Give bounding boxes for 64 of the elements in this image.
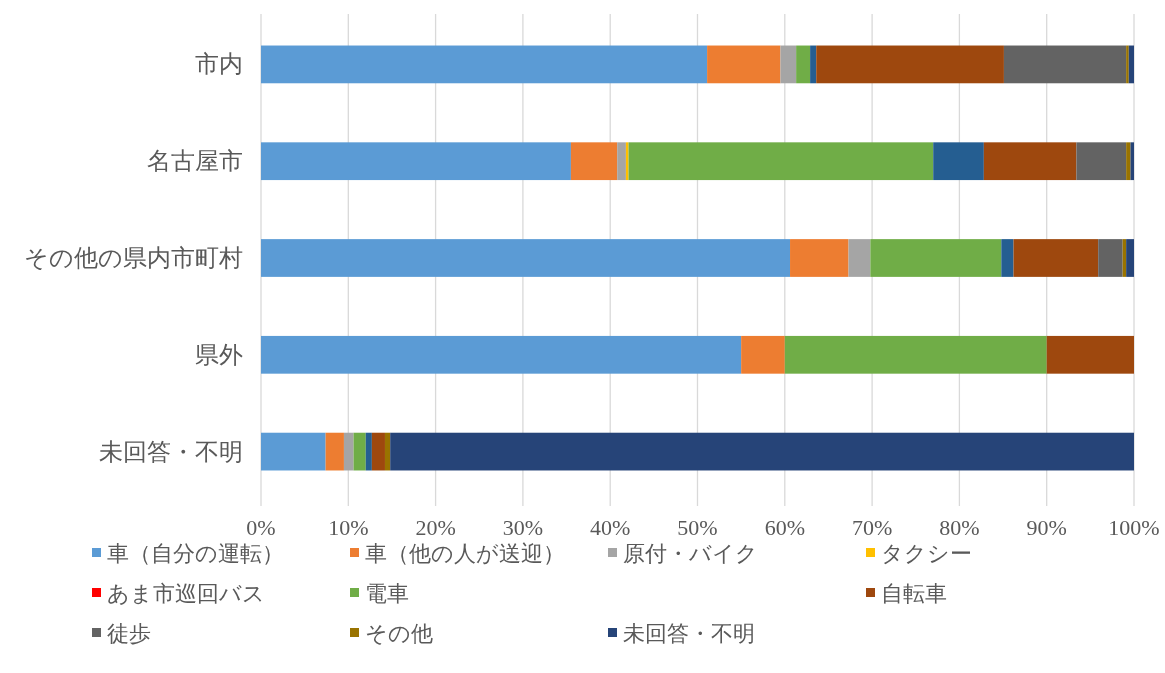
x-tick-label: 80%: [939, 515, 980, 540]
x-tick-label: 60%: [764, 515, 805, 540]
bar: [384, 432, 391, 471]
legend-label: タクシー: [881, 540, 972, 566]
y-tick-label: 市内: [195, 50, 243, 79]
bar: [796, 45, 811, 84]
x-tick-label: 70%: [851, 515, 893, 540]
bar: [790, 239, 849, 277]
bar: [1126, 45, 1129, 84]
bar: [1001, 239, 1014, 277]
bar: [707, 45, 781, 84]
bar: [870, 239, 1002, 277]
bar: [261, 45, 708, 84]
bar: [625, 142, 629, 181]
x-tick-label: 50%: [677, 515, 718, 540]
bar: [628, 142, 934, 181]
bar: [353, 432, 366, 471]
bar: [261, 142, 571, 181]
bar: [261, 239, 791, 277]
bar: [983, 142, 1077, 181]
bar: [816, 45, 1004, 84]
bar: [933, 142, 984, 181]
legend-label: 自転車: [881, 580, 947, 606]
bar: [617, 142, 626, 181]
bar: [1076, 142, 1127, 181]
legend-label: 徒歩: [107, 620, 151, 646]
bar: [261, 432, 326, 471]
bar: [741, 335, 785, 374]
y-tick-label: 名古屋市: [147, 147, 243, 176]
bar: [1128, 45, 1134, 84]
bar: [780, 45, 797, 84]
bar: [810, 45, 817, 84]
bar: [1126, 239, 1134, 277]
legend-label: あま市巡回バス: [107, 580, 265, 606]
x-tick-label: 20%: [415, 515, 456, 540]
legend-label: 車（自分の運転）: [107, 540, 284, 566]
bar: [325, 432, 344, 471]
legend-label: 車（他の人が送迎）: [365, 540, 565, 566]
bar: [570, 142, 618, 181]
bar: [1003, 45, 1127, 84]
x-tick-label: 100%: [1108, 515, 1160, 540]
x-tick-label: 90%: [1026, 515, 1067, 540]
legend-label: その他: [365, 620, 433, 646]
y-tick-label: その他の県内市町村: [24, 244, 243, 272]
x-tick-label: 30%: [502, 515, 544, 540]
y-tick-label: 県外: [195, 340, 243, 369]
x-tick-label: 40%: [590, 515, 631, 540]
bar: [371, 432, 385, 471]
legend-label: 原付・バイク: [623, 540, 758, 566]
bar: [784, 335, 1047, 374]
bar: [343, 432, 354, 471]
bar: [1098, 239, 1123, 277]
bar: [261, 335, 742, 374]
x-tick-label: 0%: [246, 515, 276, 540]
bar: [390, 432, 1134, 471]
bar: [1046, 335, 1134, 374]
bar: [848, 239, 871, 277]
x-tick-label: 10%: [328, 515, 369, 540]
bar: [1126, 142, 1131, 181]
bar: [365, 432, 372, 471]
legend-label: 電車: [365, 580, 409, 606]
y-tick-label: 未回答・不明: [99, 437, 243, 466]
bar: [1013, 239, 1099, 277]
legend-label: 未回答・不明: [623, 620, 755, 646]
